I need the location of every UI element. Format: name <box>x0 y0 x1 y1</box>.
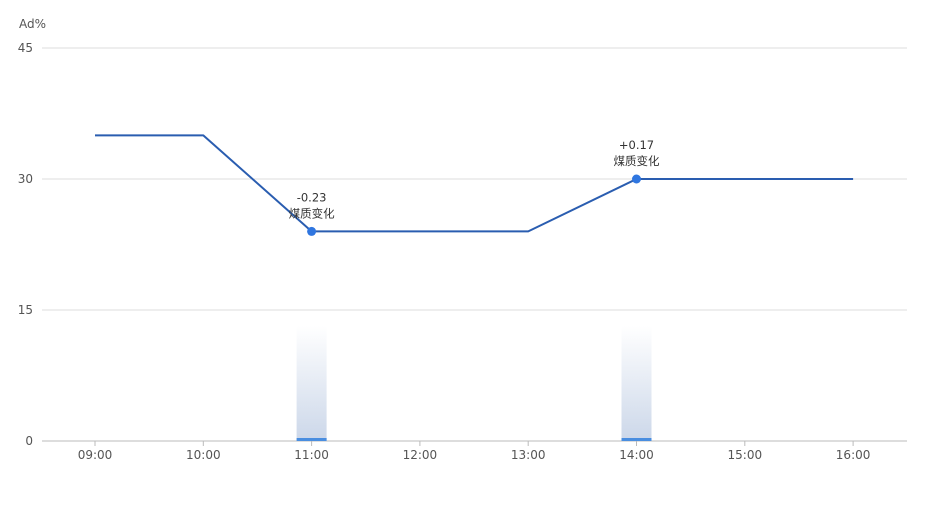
series <box>95 134 854 233</box>
x-tick-label: 15:00 <box>728 448 763 462</box>
annotation-value: +0.17 <box>619 138 654 152</box>
annotation-value: -0.23 <box>297 190 327 204</box>
x-tick-label: 09:00 <box>78 448 113 462</box>
event-band <box>621 326 652 441</box>
y-tick-label: 30 <box>18 172 33 186</box>
annotations: -0.23 煤质变化 +0.17 煤质变化 <box>289 138 660 220</box>
axes: Ad% 0 15 30 45 09:00 10:00 11:00 12:00 13:00 14:0… <box>18 17 871 462</box>
x-tick-label: 10:00 <box>186 448 221 462</box>
x-tick-label: 13:00 <box>511 448 546 462</box>
event-bands <box>296 326 652 441</box>
event-band <box>296 326 327 441</box>
y-axis-unit-label: Ad% <box>19 17 46 31</box>
y-tick-label: 0 <box>25 434 33 448</box>
y-tick-label: 45 <box>18 41 33 55</box>
y-tick-label: 15 <box>18 303 33 317</box>
annotation-label: 煤质变化 <box>289 206 335 220</box>
x-tick-label: 14:00 <box>619 448 654 462</box>
grid-lines <box>42 47 907 442</box>
x-tick-label: 16:00 <box>836 448 871 462</box>
event-band-base <box>296 438 327 441</box>
data-point-marker[interactable] <box>307 226 317 236</box>
markers <box>307 174 641 236</box>
x-tick-label: 11:00 <box>294 448 329 462</box>
event-band-base <box>621 438 652 441</box>
series-line <box>95 134 854 233</box>
annotation-label: 煤质变化 <box>614 154 660 168</box>
data-point-marker[interactable] <box>632 174 641 184</box>
x-tick-label: 12:00 <box>403 448 438 462</box>
